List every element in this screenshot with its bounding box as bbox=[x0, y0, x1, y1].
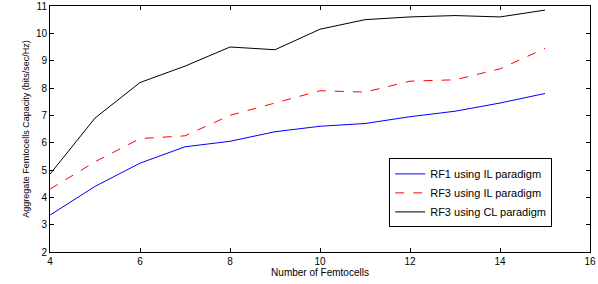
svg-text:8: 8 bbox=[227, 256, 233, 267]
svg-text:Aggregate Femtocells Capacity: Aggregate Femtocells Capacity (bits/sec/… bbox=[21, 40, 31, 218]
svg-text:9: 9 bbox=[41, 55, 47, 66]
svg-text:4: 4 bbox=[47, 256, 53, 267]
svg-text:12: 12 bbox=[404, 256, 416, 267]
svg-text:2: 2 bbox=[41, 247, 47, 258]
svg-text:10: 10 bbox=[314, 256, 326, 267]
svg-text:14: 14 bbox=[494, 256, 506, 267]
svg-text:Number of Femtocells: Number of Femtocells bbox=[271, 267, 369, 278]
svg-text:10: 10 bbox=[36, 28, 48, 39]
svg-text:6: 6 bbox=[41, 137, 47, 148]
svg-text:RF1 using IL paradigm: RF1 using IL paradigm bbox=[430, 168, 541, 180]
svg-text:5: 5 bbox=[41, 165, 47, 176]
svg-text:11: 11 bbox=[37, 1, 48, 12]
svg-text:7: 7 bbox=[41, 110, 47, 121]
svg-text:4: 4 bbox=[41, 192, 47, 203]
svg-text:3: 3 bbox=[41, 219, 47, 230]
svg-text:6: 6 bbox=[137, 256, 143, 267]
svg-text:8: 8 bbox=[41, 83, 47, 94]
svg-text:RF3 using CL paradigm: RF3 using CL paradigm bbox=[430, 206, 546, 218]
svg-text:RF3 using IL paradigm: RF3 using IL paradigm bbox=[430, 187, 541, 199]
svg-text:16: 16 bbox=[584, 256, 596, 267]
